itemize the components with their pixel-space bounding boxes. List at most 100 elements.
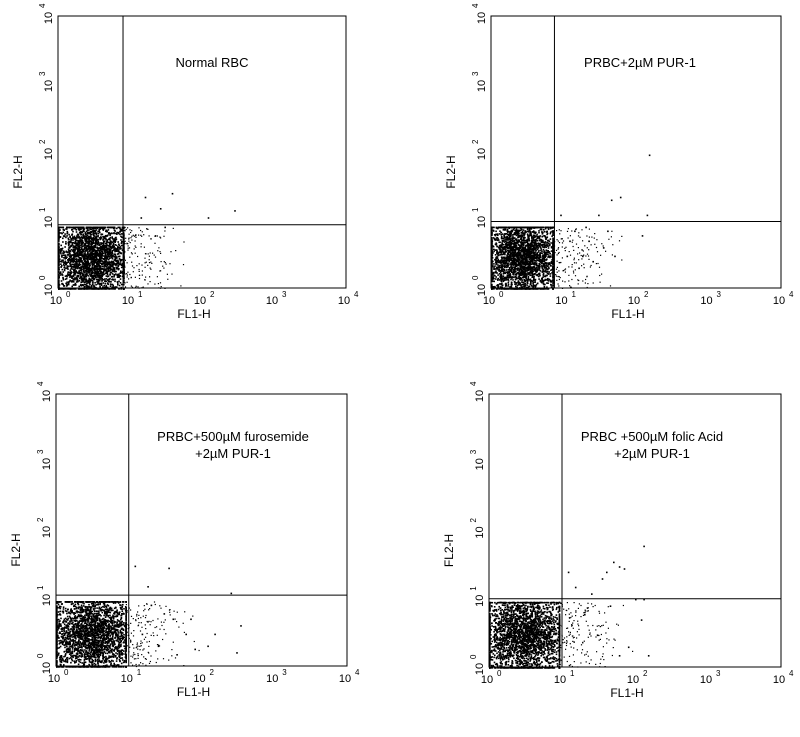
x-tick-label: 10 xyxy=(555,295,567,307)
data-point xyxy=(623,568,626,570)
y-tick-group: 10 4 xyxy=(36,381,53,402)
y-tick-label: 10 xyxy=(43,12,55,24)
data-point xyxy=(585,226,587,229)
data-point xyxy=(584,613,586,616)
y-tick-label: 10 xyxy=(41,662,53,674)
x-tick-exponent: 2 xyxy=(210,668,215,677)
panel-title-line: Normal RBC xyxy=(176,55,249,70)
x-tick-exponent: 0 xyxy=(497,669,502,678)
y-tick-exponent: 1 xyxy=(469,586,478,591)
event-cluster xyxy=(489,601,634,669)
x-tick-exponent: 4 xyxy=(355,668,360,677)
y-tick-group: 10 2 xyxy=(469,518,486,539)
data-point xyxy=(154,235,157,237)
y-tick-label: 10 xyxy=(474,390,486,402)
data-point xyxy=(168,567,170,570)
y-tick-group: 10 1 xyxy=(38,207,55,228)
data-point xyxy=(230,592,233,595)
y-tick-group: 10 2 xyxy=(471,139,488,160)
data-point xyxy=(592,260,594,263)
panel-title-line: PRBC +500µM folic Acid xyxy=(581,429,723,444)
x-tick-label: 10 xyxy=(266,295,278,307)
y-tick-exponent: 3 xyxy=(36,449,45,454)
y-tick-group: 10 0 xyxy=(38,275,55,296)
y-tick-group: 10 4 xyxy=(469,381,486,402)
data-point xyxy=(185,633,187,636)
data-point xyxy=(614,255,616,258)
y-tick-label: 10 xyxy=(474,663,486,675)
y-tick-label: 10 xyxy=(476,216,488,228)
y-tick-label: 10 xyxy=(43,284,55,296)
data-point xyxy=(157,645,160,648)
data-point xyxy=(560,214,562,217)
scatter-panel-4: 10 0 10 1 10 2 10 3 10 4 10 0 10 1 10 2 10 3 10 4 FL1-H FL2-H… xyxy=(442,381,794,700)
x-tick-exponent: 3 xyxy=(282,668,287,677)
x-tick-label: 10 xyxy=(483,295,495,307)
plot-frame xyxy=(490,15,782,289)
x-tick-label: 10 xyxy=(773,295,785,307)
y-axis-label: FL2-H xyxy=(11,155,25,188)
data-point xyxy=(607,230,609,233)
y-tick-group: 10 0 xyxy=(36,653,53,674)
y-tick-label: 10 xyxy=(474,595,486,607)
y-tick-label: 10 xyxy=(41,390,53,402)
data-point xyxy=(176,654,178,656)
y-tick-group: 10 0 xyxy=(469,654,486,675)
x-tick-exponent: 4 xyxy=(354,290,359,299)
y-tick-exponent: 4 xyxy=(469,381,478,386)
plot-frame xyxy=(55,393,348,667)
y-tick-exponent: 0 xyxy=(471,275,480,280)
data-point xyxy=(214,633,216,636)
y-tick-label: 10 xyxy=(474,458,486,470)
data-point xyxy=(150,604,153,607)
x-tick-exponent: 0 xyxy=(66,290,71,299)
data-point xyxy=(609,605,612,607)
x-axis-label: FL1-H xyxy=(177,685,210,699)
y-tick-exponent: 1 xyxy=(36,585,45,590)
data-point xyxy=(194,648,196,651)
data-point xyxy=(627,646,630,649)
y-tick-label: 10 xyxy=(43,80,55,92)
data-point xyxy=(190,618,192,621)
y-tick-exponent: 2 xyxy=(469,518,478,523)
x-axis-label: FL1-H xyxy=(610,686,643,700)
y-tick-exponent: 4 xyxy=(471,3,480,8)
data-point xyxy=(591,593,593,595)
data-point xyxy=(613,561,615,564)
data-point xyxy=(159,208,162,210)
data-point xyxy=(172,618,175,621)
scatter-panel-2: 10 0 10 1 10 2 10 3 10 4 10 0 10 1 10 2 10 3 10 4 FL1-H FL2-H… xyxy=(444,3,794,321)
x-tick-exponent: 1 xyxy=(572,290,577,299)
y-tick-group: 10 1 xyxy=(471,207,488,228)
y-tick-group: 10 2 xyxy=(36,517,53,538)
data-point xyxy=(140,217,143,219)
data-point xyxy=(648,154,651,157)
data-point xyxy=(598,214,600,217)
data-point xyxy=(144,196,147,199)
data-point xyxy=(236,652,238,654)
y-tick-exponent: 3 xyxy=(471,71,480,76)
x-tick-label: 10 xyxy=(700,295,712,307)
data-point xyxy=(164,226,166,229)
x-tick-label: 10 xyxy=(122,295,134,307)
plot-frame xyxy=(488,393,782,668)
y-tick-label: 10 xyxy=(474,526,486,538)
x-tick-label: 10 xyxy=(194,295,206,307)
data-point xyxy=(619,196,622,199)
y-tick-exponent: 4 xyxy=(36,381,45,386)
data-point xyxy=(635,598,637,601)
data-point xyxy=(578,267,580,270)
x-tick-exponent: 4 xyxy=(789,669,794,678)
y-tick-label: 10 xyxy=(476,12,488,24)
y-tick-label: 10 xyxy=(41,594,53,606)
y-tick-label: 10 xyxy=(476,148,488,160)
y-tick-exponent: 4 xyxy=(38,3,47,8)
data-point xyxy=(234,210,236,212)
y-tick-label: 10 xyxy=(476,284,488,296)
y-axis-label: FL2-H xyxy=(444,155,458,188)
y-tick-group: 10 4 xyxy=(471,3,488,24)
x-tick-label: 10 xyxy=(700,674,712,686)
plot-frame xyxy=(57,15,347,289)
y-tick-group: 10 3 xyxy=(471,71,488,92)
data-point xyxy=(240,625,242,627)
